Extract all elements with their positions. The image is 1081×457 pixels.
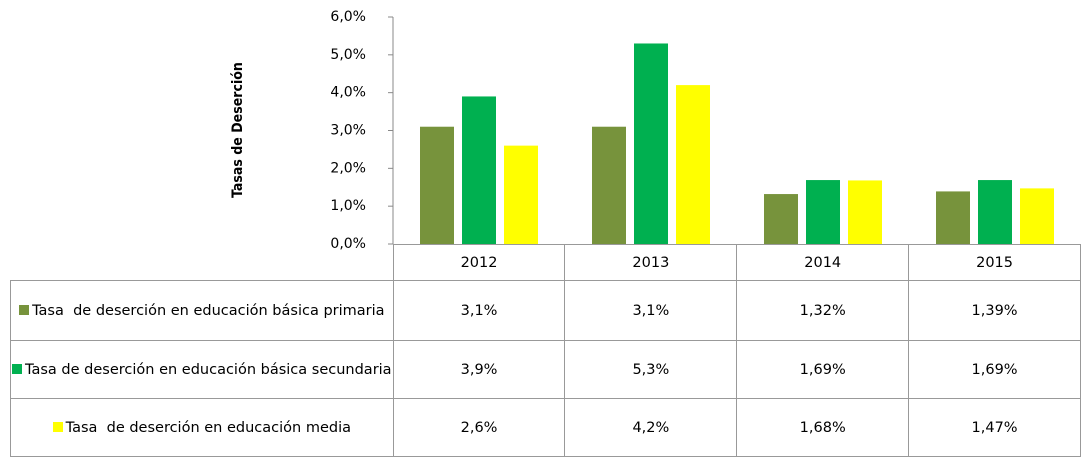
data-label: 2,6%	[392, 398, 566, 457]
legend-marker	[12, 363, 23, 374]
data-label: 5,3%	[564, 340, 738, 399]
legend-label: Tasa de deserción en educación básica pr…	[32, 302, 385, 319]
data-label: 3,1%	[564, 280, 738, 341]
data-table: 2012 2013 2014 2015 Tasa de deserción en edu…	[10, 244, 1081, 457]
data-label: 1,47%	[908, 398, 1081, 457]
x-tick-label: 2013	[564, 244, 738, 281]
bar	[592, 126, 626, 244]
legend-label: Tasa de deserción en educación media	[65, 419, 351, 436]
data-label: 1,39%	[908, 280, 1081, 341]
data-label: 3,9%	[392, 340, 566, 399]
corner	[10, 244, 394, 281]
y-tick-label: 1,0%	[330, 198, 366, 214]
x-tick-label: 2015	[908, 244, 1081, 281]
bar	[1020, 188, 1054, 244]
bar	[676, 85, 710, 244]
y-tick-label: 5,0%	[330, 47, 366, 63]
bar	[504, 145, 538, 244]
bar	[978, 180, 1012, 244]
legend-label: Tasa de deserción en educación básica se…	[25, 361, 392, 378]
bar	[848, 180, 882, 244]
bar	[764, 194, 798, 244]
legend-entry: Tasa de deserción en educación media	[10, 398, 394, 457]
bar	[420, 126, 454, 244]
series-row: Tasa de deserción en educación básica pr…	[10, 280, 1081, 341]
series-row: Tasa de deserción en educación media 2,6%…	[10, 398, 1081, 457]
bar	[806, 180, 840, 244]
data-label: 1,68%	[736, 398, 910, 457]
data-label: 1,69%	[736, 340, 910, 399]
bar	[936, 191, 970, 244]
legend-marker	[52, 421, 63, 432]
bar	[462, 96, 496, 244]
data-label: 1,69%	[908, 340, 1081, 399]
x-tick-label: 2014	[736, 244, 910, 281]
y-tick-label: 6,0%	[330, 9, 366, 25]
data-label: 3,1%	[392, 280, 566, 341]
x-tick-label: 2012	[392, 244, 566, 281]
data-label: 1,32%	[736, 280, 910, 341]
y-tick-label: 4,0%	[330, 85, 366, 101]
header-row: 2012 2013 2014 2015	[10, 244, 1081, 281]
legend-marker	[19, 304, 30, 315]
series-row: Tasa de deserción en educación básica se…	[10, 340, 1081, 399]
data-label: 4,2%	[564, 398, 738, 457]
y-tick-label: 2,0%	[330, 160, 366, 176]
legend-entry: Tasa de deserción en educación básica pr…	[10, 280, 394, 341]
legend-entry: Tasa de deserción en educación básica se…	[10, 340, 394, 399]
y-tick-label: 3,0%	[330, 123, 366, 139]
y-axis-title: Tasas de Deserción	[230, 62, 246, 198]
bar	[634, 43, 668, 244]
